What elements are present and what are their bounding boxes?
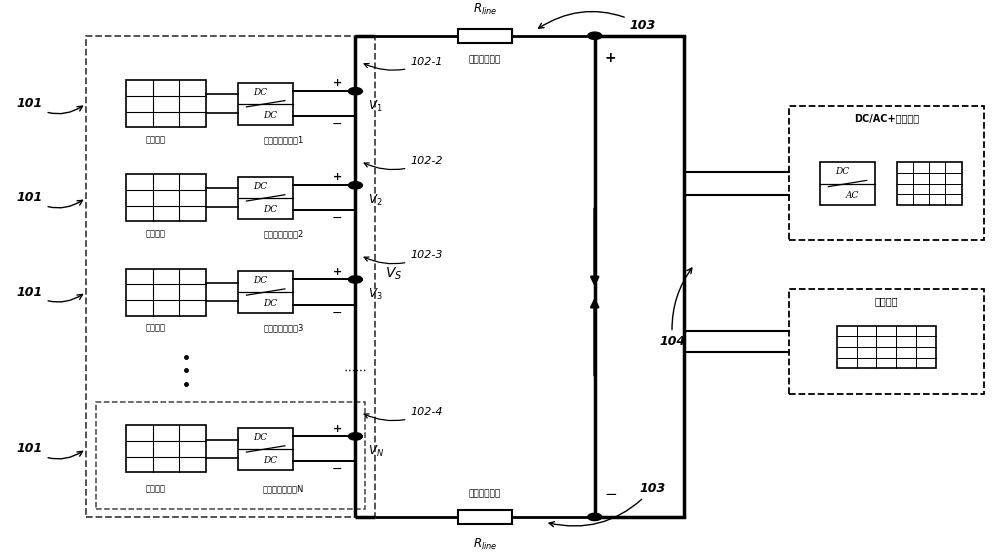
Text: $V_3$: $V_3$	[368, 287, 383, 302]
Text: 102-2: 102-2	[364, 156, 443, 170]
Text: −: −	[605, 487, 617, 503]
Text: DC: DC	[254, 182, 268, 191]
Text: +: +	[333, 79, 342, 88]
Circle shape	[588, 32, 602, 39]
Text: DC: DC	[254, 88, 268, 97]
Text: 101: 101	[16, 191, 83, 208]
Text: −: −	[332, 212, 343, 225]
Circle shape	[588, 513, 602, 520]
Text: 高压直流线缆: 高压直流线缆	[469, 489, 501, 499]
Bar	[789, 106, 984, 240]
Text: +: +	[333, 424, 342, 434]
Text: DC/AC+交流电网: DC/AC+交流电网	[854, 113, 919, 123]
Circle shape	[348, 276, 362, 283]
Text: 104: 104	[660, 268, 692, 348]
Text: 光伏阵列: 光伏阵列	[146, 324, 166, 332]
Text: 光伏直流变换器2: 光伏直流变换器2	[263, 229, 304, 238]
Text: DC: DC	[254, 276, 268, 285]
Text: DC: DC	[264, 456, 278, 465]
Text: 光伏直流变换器N: 光伏直流变换器N	[263, 484, 304, 493]
Bar	[458, 510, 512, 524]
Text: AC: AC	[846, 191, 859, 200]
Bar	[238, 428, 293, 470]
Text: 103: 103	[539, 12, 656, 32]
Bar	[897, 162, 962, 205]
Text: DC: DC	[264, 205, 278, 213]
Text: −: −	[332, 118, 343, 131]
Bar	[789, 289, 984, 394]
Bar	[458, 29, 512, 43]
Bar	[238, 271, 293, 313]
Text: +: +	[605, 51, 616, 65]
Bar	[820, 162, 875, 205]
Circle shape	[348, 182, 362, 189]
Circle shape	[348, 87, 362, 95]
Text: 101: 101	[16, 97, 83, 114]
Text: DC: DC	[264, 111, 278, 119]
Text: 光伏直流变换器3: 光伏直流变换器3	[263, 324, 304, 332]
Text: 光伏阵列: 光伏阵列	[146, 135, 166, 144]
Text: 102-3: 102-3	[364, 251, 443, 264]
Text: −: −	[332, 306, 343, 320]
Bar	[238, 83, 293, 124]
Text: 101: 101	[16, 285, 83, 302]
Text: 102-1: 102-1	[364, 57, 443, 70]
Text: $V_N$: $V_N$	[368, 444, 384, 459]
Text: +: +	[333, 267, 342, 276]
Bar	[126, 425, 206, 472]
Text: −: −	[332, 463, 343, 476]
Text: $R_{line}$: $R_{line}$	[473, 537, 497, 552]
Text: 101: 101	[16, 442, 83, 459]
Text: DC: DC	[835, 168, 850, 176]
Text: +: +	[333, 173, 342, 182]
Text: 光伏阵列: 光伏阵列	[146, 229, 166, 238]
Bar	[96, 402, 365, 509]
Bar	[238, 177, 293, 219]
Bar	[837, 326, 936, 368]
Text: $V_2$: $V_2$	[368, 193, 383, 208]
Circle shape	[348, 433, 362, 440]
Text: 直流电网: 直流电网	[875, 296, 898, 306]
Bar	[126, 269, 206, 316]
Text: 102-4: 102-4	[364, 408, 443, 421]
Text: $R_{line}$: $R_{line}$	[473, 2, 497, 18]
Text: DC: DC	[254, 433, 268, 442]
Bar	[126, 174, 206, 221]
Bar	[86, 36, 375, 517]
Text: $V_S$: $V_S$	[385, 265, 403, 282]
Text: 高压直流线缆: 高压直流线缆	[469, 56, 501, 65]
Bar	[126, 80, 206, 127]
Text: 103: 103	[549, 482, 666, 526]
Text: 光伏阵列: 光伏阵列	[146, 484, 166, 493]
Text: 光伏直流变换器1: 光伏直流变换器1	[263, 135, 304, 144]
Text: $V_1$: $V_1$	[368, 99, 383, 114]
Text: DC: DC	[264, 299, 278, 308]
